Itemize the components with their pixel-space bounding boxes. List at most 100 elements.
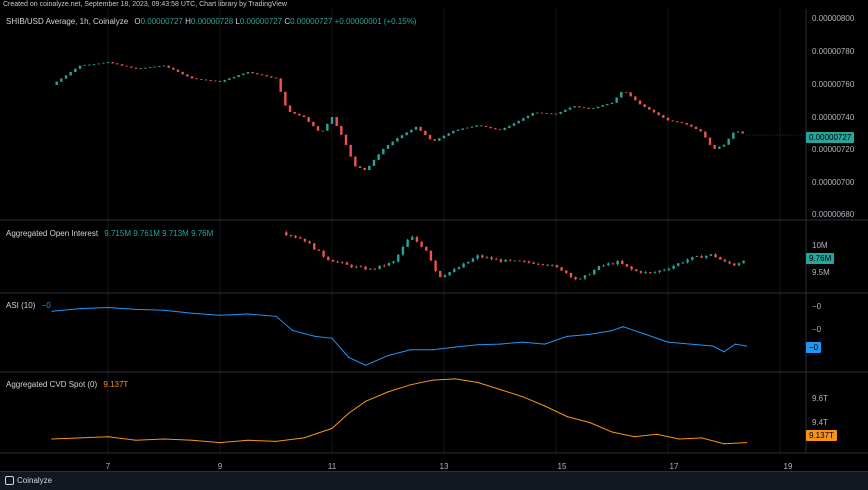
cvd-title: Aggregated CVD Spot (0) [6, 380, 98, 389]
price-candle-35 [218, 80, 222, 82]
oi-candle-58 [555, 265, 559, 268]
price-candle-92 [484, 126, 488, 127]
asi-point-32 [745, 345, 748, 347]
oi-candle-50 [518, 260, 521, 262]
price-candle-115 [592, 108, 595, 109]
cvd-point-18 [499, 388, 501, 391]
cvd-point-3 [135, 439, 137, 441]
price-candle-24 [167, 65, 170, 68]
price-candle-52 [298, 113, 301, 116]
y-tick-main-5: 0.00000700 [812, 178, 855, 187]
price-candle-94 [494, 128, 497, 130]
oi-candle-59 [560, 267, 563, 271]
price-candle-51 [293, 112, 296, 114]
oi-candle-41 [476, 255, 479, 259]
price-candle-133 [676, 121, 679, 123]
price-candle-113 [582, 107, 586, 109]
price-candle-122 [624, 91, 628, 93]
asi-point-28 [689, 343, 692, 345]
price-candle-138 [699, 129, 702, 132]
price-candle-132 [671, 120, 674, 122]
cvd-point-0 [51, 438, 53, 440]
price-candle-48 [279, 78, 282, 92]
chart-area[interactable]: SHIB/USD Average, 1h, Coinalyze O0.00000… [0, 9, 868, 471]
coinalyze-logo-icon [5, 476, 14, 485]
oi-candle-77 [644, 272, 647, 273]
chart-svg[interactable] [0, 9, 868, 471]
oi-candle-25 [401, 246, 405, 255]
price-candle-126 [643, 104, 646, 108]
cvd-point-15 [432, 379, 434, 381]
oi-candle-42 [481, 255, 484, 258]
asi-point-29 [712, 345, 714, 347]
footer-bar: Coinalyze [0, 471, 868, 490]
price-candle-22 [158, 66, 161, 67]
asi-point-16 [432, 349, 434, 351]
price-candle-84 [447, 133, 450, 136]
price-candle-20 [148, 66, 152, 68]
oi-candle-55 [541, 264, 545, 265]
cvd-point-7 [247, 439, 249, 441]
oi-candle-14 [350, 264, 353, 268]
price-candle-105 [545, 113, 548, 114]
asi-point-4 [163, 309, 165, 311]
oi-candle-53 [532, 262, 535, 264]
oi-candle-0 [285, 232, 288, 236]
asi-point-3 [135, 308, 137, 310]
oi-candle-88 [695, 256, 699, 257]
asi-point-26 [645, 333, 647, 336]
price-candle-87 [461, 128, 464, 130]
price-candle-29 [190, 76, 194, 79]
price-candle-71 [386, 145, 390, 149]
price-candle-45 [265, 75, 268, 77]
oi-candle-83 [672, 265, 675, 269]
price-candle-4 [74, 68, 77, 73]
price-candle-97 [508, 125, 511, 128]
x-tick-4: 15 [557, 462, 567, 471]
oi-candle-28 [415, 236, 419, 242]
oi-candle-89 [700, 256, 703, 258]
price-candle-79 [424, 130, 427, 136]
price-candle-12 [111, 62, 114, 64]
main-legend: SHIB/USD Average, 1h, Coinalyze O0.00000… [6, 17, 416, 26]
asi-point-27 [667, 341, 669, 343]
price-candle-98 [512, 123, 516, 126]
price-candle-0 [55, 81, 58, 85]
oi-candle-64 [583, 275, 587, 279]
y-tick-main-1: 0.00000780 [812, 47, 855, 56]
price-candle-76 [410, 129, 413, 133]
oi-candle-49 [513, 260, 517, 262]
oi-candle-71 [616, 260, 619, 265]
oi-candle-7 [317, 249, 321, 251]
price-candle-13 [116, 63, 119, 65]
price-candle-106 [550, 113, 553, 115]
ohlc-open-value: 0.00000727 [140, 17, 183, 26]
oi-candle-3 [299, 237, 302, 239]
price-candle-91 [480, 125, 483, 127]
price-candle-38 [232, 77, 236, 79]
ohlc-high-key: H [185, 17, 191, 26]
price-candle-67 [368, 165, 371, 171]
asi-point-0 [51, 310, 53, 312]
ohlc-low-value: 0.00000727 [239, 17, 283, 26]
oi-candle-31 [429, 250, 433, 261]
price-candle-145 [732, 132, 735, 139]
cvd-point-28 [723, 443, 725, 445]
price-candle-5 [78, 65, 82, 69]
oi-candle-26 [406, 239, 409, 247]
price-candle-70 [382, 148, 385, 155]
asi-legend: ASI (10) −0 [6, 301, 51, 310]
price-candle-89 [470, 126, 474, 128]
oi-candle-68 [602, 265, 605, 266]
y-tick-cvd-1: 9.4T [812, 418, 829, 427]
price-candle-27 [181, 71, 184, 75]
price-candle-42 [251, 72, 254, 74]
price-candle-14 [120, 64, 124, 66]
price-candle-16 [130, 66, 133, 68]
price-candle-23 [162, 65, 166, 67]
price-candle-53 [302, 115, 306, 118]
price-candle-125 [638, 100, 642, 105]
price-candle-62 [344, 134, 348, 145]
asi-point-24 [611, 329, 613, 332]
oi-candle-92 [714, 254, 717, 258]
